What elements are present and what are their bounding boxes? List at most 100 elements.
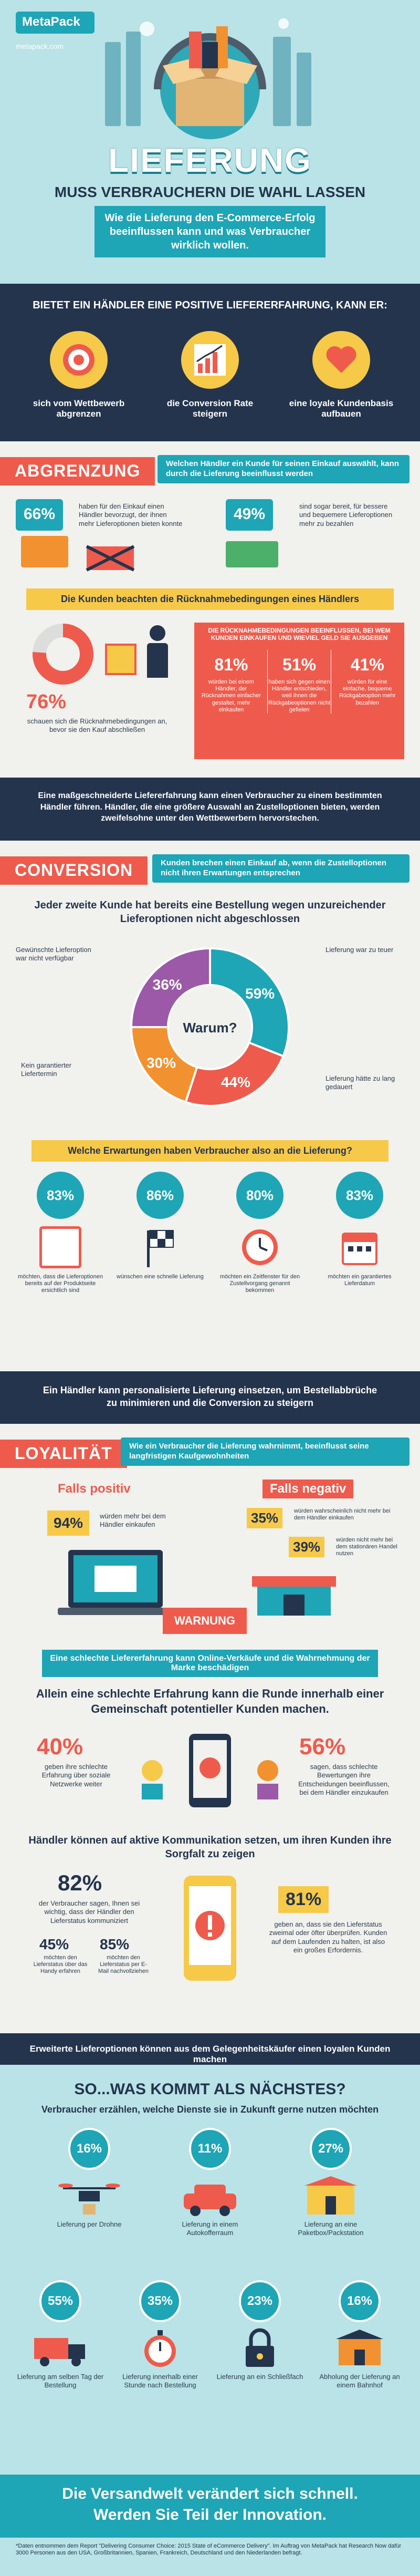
positive-heading: BIETET EIN HÄNDLER EINE POSITIVE LIEFERE… xyxy=(33,299,387,311)
donut-value-3: 30% xyxy=(146,1055,176,1071)
abgrenzung-tag: ABGRENZUNG xyxy=(0,457,155,485)
next-heading: SO...WAS KOMMT ALS NÄCHSTES? xyxy=(74,2081,346,2098)
list-icon xyxy=(39,1226,81,1268)
loyalty-tag: LOYALITÄT xyxy=(0,1440,127,1468)
next-value-circle-2: 11% xyxy=(189,2128,231,2170)
car-icon xyxy=(184,2185,236,2216)
box-gift-icon xyxy=(105,644,136,675)
hero-intro-box: Wie die Lieferung den E-Commerce-Erfolg … xyxy=(94,206,326,257)
expect-value-circle-3: 80% xyxy=(236,1172,284,1219)
conversion-heading: Jeder zweite Kunde hat bereits eine Best… xyxy=(34,899,386,925)
store-icon xyxy=(252,1576,336,1616)
col3-text: würden für eine einfache, bequeme Rückga… xyxy=(339,679,396,706)
expect-text-3: möchten ein Zeitfenster für den Zustellv… xyxy=(219,1274,300,1294)
next-text-1: Lieferung per Drohne xyxy=(57,2220,122,2228)
conversion-section: CONVERSION Kunden brechen einen Einkauf … xyxy=(0,841,420,1424)
ruin-heading: Allein eine schlechte Erfahrung kann die… xyxy=(36,1687,384,1715)
negative-label: Falls negativ xyxy=(262,1480,354,1498)
next-text-4: Lieferung am selben Tag der Bestellung xyxy=(17,2373,104,2389)
c2-value: 45% xyxy=(39,1936,69,1952)
neg2-value: 39% xyxy=(289,1537,325,1557)
slice-label-1: Lieferung war zu teuer xyxy=(326,946,394,954)
abgrenzung-desc: Welchen Händler ein Kunde für seinen Ein… xyxy=(158,455,410,483)
next-value-3: 27% xyxy=(318,2142,344,2156)
expect-item-3: 80% möchten ein Zeitfenster für den Zust… xyxy=(215,1172,304,1295)
expect-text-4: möchten ein garantiertes Lieferdatum xyxy=(328,1274,392,1287)
next-value-1: 16% xyxy=(76,2142,102,2156)
next-item-station: 16% Abholung der Lieferung an einem Bahn… xyxy=(315,2280,404,2390)
next-row-1: 16% Lieferung per Drohne 11% Lieferung i… xyxy=(42,2128,378,2238)
next-text-7: Abholung der Lieferung an einem Bahnhof xyxy=(319,2373,400,2389)
stat2-value: 49% xyxy=(233,505,266,523)
donut-slice-4 xyxy=(130,947,211,1028)
stat1-value: 66% xyxy=(23,505,56,523)
next-value-circle-5: 35% xyxy=(139,2280,181,2322)
left-text: geben ihre schlechte Erfahrung über sozi… xyxy=(41,1763,111,1788)
col1-value: 81% xyxy=(214,655,248,674)
next-value-circle-1: 16% xyxy=(68,2128,110,2170)
metapack-logo[interactable]: MetaPack xyxy=(16,12,94,34)
donut-slice-1 xyxy=(209,947,290,1058)
next-value-5: 35% xyxy=(147,2294,173,2308)
slice-label-4: Gewünschte Lieferoption war nicht verfüg… xyxy=(16,946,91,963)
returns-heading: Die Kunden beachten die Rücknahmebedingu… xyxy=(26,588,394,610)
hero: MetaPack metapack.com LIEFERUNG MUSS VER… xyxy=(0,0,420,284)
col2-text: haben sich gegen einen Händler entschied… xyxy=(268,679,331,713)
right-text: sagen, dass schlechte Bewertungen ihre E… xyxy=(298,1763,390,1796)
c1-value: 82% xyxy=(58,1870,102,1895)
next-item-lockbox: 23% Lieferung an ein Schließfach xyxy=(215,2280,304,2390)
closed-shop-icon xyxy=(86,545,135,572)
flag-icon xyxy=(147,1230,174,1267)
footer-banner: Die Versandwelt verändert sich schnell. … xyxy=(0,2475,420,2538)
hero-intro: Wie die Lieferung den E-Commerce-Erfolg … xyxy=(104,212,316,251)
donut-value: 76% xyxy=(26,691,67,713)
next-value-circle-7: 16% xyxy=(339,2280,381,2322)
footer-line-2: Werden Sie Teil der Innovation. xyxy=(93,2506,327,2523)
returns-table: DIE RÜCKNAHMEBEDINGUNGEN BEEINFLUSSEN, B… xyxy=(194,623,404,759)
warning-sign: WARNUNG xyxy=(163,1608,247,1634)
returns-col-2: 51% haben sich gegen einen Händler entsc… xyxy=(267,650,332,713)
expect-value-2: 86% xyxy=(146,1187,174,1203)
hero-title: LIEFERUNG xyxy=(108,141,312,179)
person-icon xyxy=(147,625,168,678)
loyalty-desc: Wie ein Verbraucher die Lieferung wahrni… xyxy=(121,1437,410,1466)
next-value-circle-3: 27% xyxy=(310,2128,352,2170)
donut-text: schauen sich die Rücknahmebedingungen an… xyxy=(27,717,167,734)
next-value-circle-6: 23% xyxy=(239,2280,281,2322)
expect-text-2: wünschen eine schnelle Lieferung xyxy=(117,1274,204,1280)
positive-label-2: die Conversion Rate steigern xyxy=(166,398,254,419)
expect-value-3: 80% xyxy=(246,1187,274,1203)
left-value: 40% xyxy=(37,1734,83,1760)
expect-value-circle-1: 83% xyxy=(37,1172,84,1219)
pos-value: 94% xyxy=(47,1511,90,1536)
source-note: *Daten entnommen dem Report "Delivering … xyxy=(16,2543,402,2557)
footer-line-1: Die Versandwelt verändert sich schnell. xyxy=(62,2485,358,2502)
next-text-5: Lieferung innerhalb einer Stunde nach Be… xyxy=(122,2373,198,2389)
next-row-2: 55% Lieferung am selben Tag der Bestellu… xyxy=(16,2280,404,2390)
donut-value-2: 44% xyxy=(221,1074,250,1090)
next-item-car: 11% Lieferung in einem Autokofferraum xyxy=(163,2128,257,2238)
drone-icon xyxy=(58,2184,120,2215)
right-value: 56% xyxy=(299,1734,346,1760)
stat1-text: haben für den Einkauf einen Händler bevo… xyxy=(79,502,183,527)
expect-value-4: 83% xyxy=(345,1187,374,1203)
c3-value: 85% xyxy=(100,1936,130,1952)
expectations-heading: Welche Erwartungen haben Verbraucher als… xyxy=(32,1140,388,1162)
returns-col-1: 81% würden bei einem Händler, der Rückna… xyxy=(200,650,263,713)
conversion-summary: Ein Händler kann personalisierte Lieferu… xyxy=(0,1371,420,1424)
target-icon xyxy=(50,331,108,389)
neg1-text: würden wahrscheinlich nicht mehr bei dem… xyxy=(294,1508,391,1522)
conversion-donut-chart: 59% 44% 30% 36% Warum? xyxy=(130,947,290,1107)
col1-text: würden bei einem Händler, der Rücknahmen… xyxy=(201,679,261,713)
positive-label: Falls positiv xyxy=(58,1482,131,1496)
conversion-tag: CONVERSION xyxy=(0,856,148,885)
c4-text: geben an, dass sie den Lieferstatus zwei… xyxy=(269,1920,387,1954)
brand-url[interactable]: metapack.com xyxy=(16,42,64,50)
expect-item-4: 83% möchten ein garantiertes Lieferdatum xyxy=(315,1172,404,1295)
next-item-sameday: 55% Lieferung am selben Tag der Bestellu… xyxy=(16,2280,105,2390)
loyalty-section: LOYALITÄT Wie ein Verbraucher die Liefer… xyxy=(0,1424,420,2096)
expect-value-circle-2: 86% xyxy=(136,1172,184,1219)
truck-icon xyxy=(34,2338,85,2366)
col2-value: 51% xyxy=(282,655,317,674)
hero-subtitle: MUSS VERBRAUCHERN DIE WAHL LASSEN xyxy=(54,184,366,200)
